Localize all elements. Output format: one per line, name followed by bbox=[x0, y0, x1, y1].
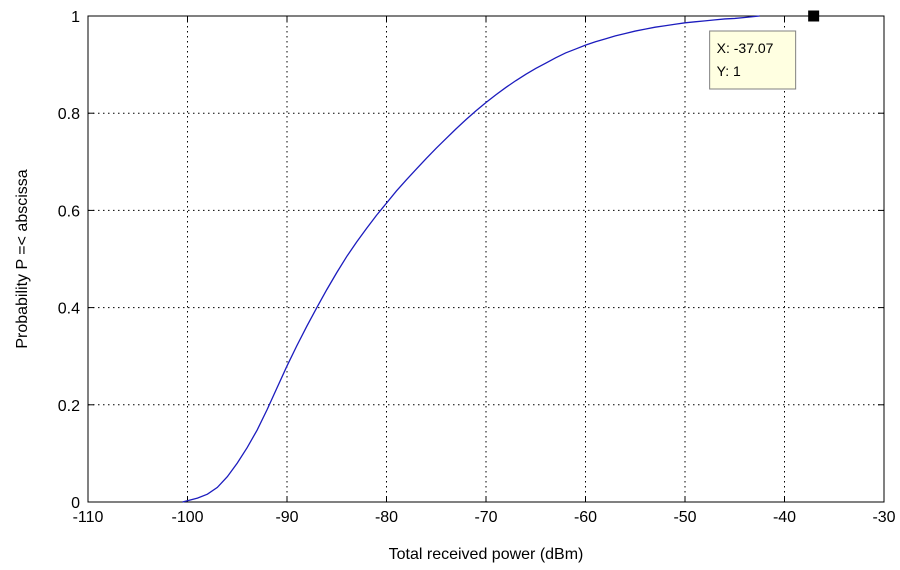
x-tick-label: -60 bbox=[574, 509, 597, 526]
data-tip[interactable]: X: -37.07 Y: 1 bbox=[709, 10, 820, 90]
x-tick-label: -80 bbox=[375, 509, 398, 526]
y-tick-label: 0 bbox=[71, 495, 80, 512]
y-tick-label: 0.4 bbox=[58, 301, 80, 318]
y-tick-label: 0.2 bbox=[58, 398, 80, 415]
series-line-cdf bbox=[182, 15, 760, 503]
x-tick-label: -90 bbox=[275, 509, 298, 526]
x-tick-label: -70 bbox=[474, 509, 497, 526]
data-tip-x-label: X: -37.07 bbox=[717, 40, 774, 56]
x-tick-label: -50 bbox=[673, 509, 696, 526]
y-tick-labels: 0 0.2 0.4 0.6 0.8 1 bbox=[58, 9, 80, 512]
x-tick-label: -30 bbox=[872, 509, 895, 526]
y-tick-label: 1 bbox=[71, 9, 80, 26]
x-tick-label: -100 bbox=[171, 509, 203, 526]
x-tick-labels: -110 -100 -90 -80 -70 -60 -50 -40 -30 bbox=[73, 509, 896, 526]
y-tick-label: 0.6 bbox=[58, 203, 80, 220]
x-tick-label: -40 bbox=[773, 509, 796, 526]
y-tick-label: 0.8 bbox=[58, 106, 80, 123]
x-axis-label: Total received power (dBm) bbox=[389, 546, 584, 563]
data-tip-marker[interactable] bbox=[808, 10, 820, 22]
y-axis-label: Probability P =< abscissa bbox=[14, 169, 31, 348]
x-tick-label: -110 bbox=[73, 509, 104, 526]
data-tip-box bbox=[709, 30, 797, 90]
data-tip-y-label: Y: 1 bbox=[717, 63, 741, 79]
grid-lines bbox=[88, 16, 884, 502]
